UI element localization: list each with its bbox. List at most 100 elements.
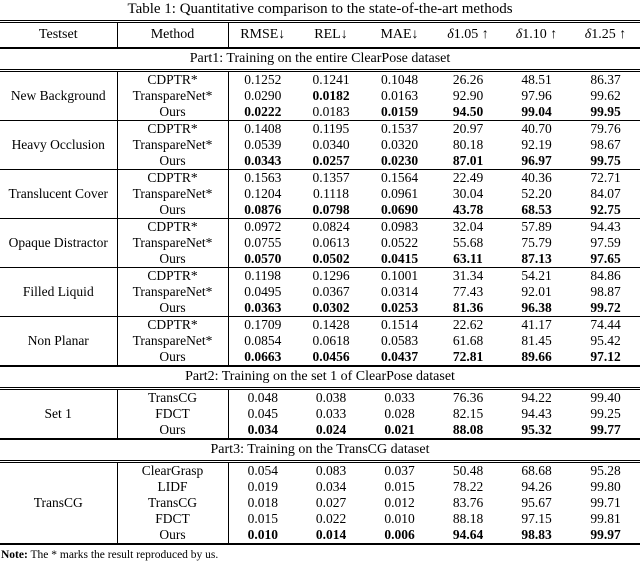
value-cell: 0.1537	[365, 120, 434, 137]
method-cell: Ours	[116, 300, 229, 317]
value-cell: 68.68	[502, 461, 571, 479]
method-cell: CDPTR*	[116, 267, 229, 284]
header-metric-rel: REL↓	[297, 23, 365, 49]
value-cell: 0.0495	[244, 284, 282, 299]
value-cell: 0.0502	[312, 251, 350, 266]
value-cell: 0.083	[297, 461, 365, 479]
value-cell: 0.1198	[228, 267, 297, 284]
table-row: TransCG 0.018 0.027 0.012 83.76 95.67 99.71	[0, 495, 640, 511]
header-testset: Testset	[0, 23, 117, 49]
table-row: FDCT 0.015 0.022 0.010 88.18 97.15 99.81	[0, 511, 640, 527]
value-cell: 0.0340	[312, 137, 350, 152]
method-cell: Ours	[116, 251, 229, 268]
value-cell: 0.021	[384, 422, 415, 437]
value-cell: 0.1564	[365, 169, 434, 186]
value-cell: 0.0854	[244, 333, 282, 348]
value-cell: 0.0253	[380, 300, 419, 315]
value-cell: 0.0222	[244, 104, 282, 119]
table-row: Ours 0.0876 0.0798 0.0690 43.78 68.53 92.75	[0, 202, 640, 219]
value-cell: 0.0961	[380, 186, 419, 201]
value-cell: 57.89	[502, 218, 571, 235]
value-cell: 0.0182	[312, 88, 350, 103]
value-cell: 0.0314	[380, 284, 419, 299]
value-cell: 0.1514	[365, 316, 434, 333]
value-cell: 99.81	[590, 511, 621, 526]
value-cell: 30.04	[452, 186, 484, 201]
value-cell: 41.17	[502, 316, 571, 333]
value-cell: 0.0320	[380, 137, 419, 152]
value-cell: 0.0824	[297, 218, 365, 235]
table-caption: Table 1: Quantitative comparison to the …	[0, 0, 640, 23]
value-cell: 75.79	[521, 235, 552, 250]
value-cell: 99.40	[571, 388, 640, 406]
table-row: TransCG ClearGrasp 0.054 0.083 0.037 50.48 68.…	[0, 461, 640, 544]
value-cell: 99.72	[590, 300, 621, 315]
value-cell: 0.1563	[228, 169, 297, 186]
value-cell: 95.32	[521, 422, 552, 437]
method-cell: Ours	[116, 349, 229, 366]
value-cell: 0.0755	[244, 235, 282, 250]
value-cell: 0.0230	[380, 153, 419, 168]
testset-cell: Translucent Cover	[0, 169, 117, 219]
value-cell: 0.1118	[312, 186, 350, 201]
value-cell: 0.0876	[244, 202, 282, 217]
header-metric-mae: MAE↓	[365, 23, 434, 49]
value-cell: 0.019	[247, 479, 278, 494]
value-cell: 0.0367	[312, 284, 350, 299]
table-row: Ours 0.010 0.014 0.006 94.64 98.83 99.97	[0, 527, 640, 544]
value-cell: 97.59	[590, 235, 621, 250]
value-cell: 95.28	[571, 461, 640, 479]
value-cell: 0.0183	[312, 104, 350, 119]
table-row: TranspareNet* 0.0290 0.0182 0.0163 92.90 97.9…	[0, 88, 640, 104]
value-cell: 83.76	[452, 495, 484, 510]
value-cell: 72.81	[452, 349, 484, 364]
table-row: TranspareNet* 0.0854 0.0618 0.0583 61.68 81.4…	[0, 333, 640, 349]
value-cell: 0.0302	[312, 300, 350, 315]
value-cell: 92.01	[521, 284, 552, 299]
value-cell: 0.0690	[380, 202, 419, 217]
value-cell: 98.83	[521, 527, 552, 542]
value-cell: 0.028	[384, 406, 415, 421]
value-cell: 26.26	[434, 70, 502, 88]
value-cell: 0.1357	[297, 169, 365, 186]
value-cell: 80.18	[452, 137, 484, 152]
table-row: LIDF 0.019 0.034 0.015 78.22 94.26 99.80	[0, 479, 640, 495]
testset-cell: TransCG	[0, 461, 117, 544]
value-cell: 76.36	[434, 388, 502, 406]
value-cell: 99.75	[590, 153, 621, 168]
value-cell: 55.68	[452, 235, 484, 250]
value-cell: 92.90	[452, 88, 484, 103]
delta-symbol: δ	[584, 27, 592, 42]
value-cell: 95.67	[521, 495, 552, 510]
value-cell: 95.42	[590, 333, 621, 348]
table-row: TranspareNet* 0.0495 0.0367 0.0314 77.43 92.0…	[0, 284, 640, 300]
testset-cell: Heavy Occlusion	[0, 120, 117, 170]
value-cell: 94.43	[521, 406, 552, 421]
method-cell: Ours	[116, 527, 229, 544]
table-row: Ours 0.0343 0.0257 0.0230 87.01 96.97 99.75	[0, 153, 640, 170]
value-cell: 0.033	[365, 388, 434, 406]
part-band-label: Part1: Training on the entire ClearPose …	[0, 47, 640, 72]
method-cell: CDPTR*	[116, 316, 229, 333]
value-cell: 87.01	[452, 153, 484, 168]
value-cell: 0.0663	[244, 349, 282, 364]
value-cell: 77.43	[452, 284, 484, 299]
table-row: TranspareNet* 0.0755 0.0613 0.0522 55.68 75.7…	[0, 235, 640, 251]
table-body: Part1: Training on the entire ClearPose …	[0, 47, 640, 544]
value-cell: 88.18	[452, 511, 484, 526]
value-cell: 0.1296	[297, 267, 365, 284]
value-cell: 97.65	[590, 251, 621, 266]
part-band-label: Part3: Training on the TransCG dataset	[0, 438, 640, 463]
table-row: Non Planar CDPTR* 0.1709 0.1428 0.1514 22.62 4…	[0, 316, 640, 366]
value-cell: 99.97	[590, 527, 621, 542]
method-cell: Ours	[116, 422, 229, 439]
value-cell: 0.1252	[228, 70, 297, 88]
value-cell: 22.49	[434, 169, 502, 186]
value-cell: 96.97	[521, 153, 552, 168]
method-cell: TransCG	[116, 495, 229, 511]
table-row: TranspareNet* 0.0539 0.0340 0.0320 80.18 92.1…	[0, 137, 640, 153]
value-cell: 63.11	[453, 251, 483, 266]
value-cell: 92.19	[521, 137, 552, 152]
table-row: New Background CDPTR* 0.1252 0.1241 0.1048 26…	[0, 70, 640, 121]
value-cell: 0.015	[384, 479, 415, 494]
